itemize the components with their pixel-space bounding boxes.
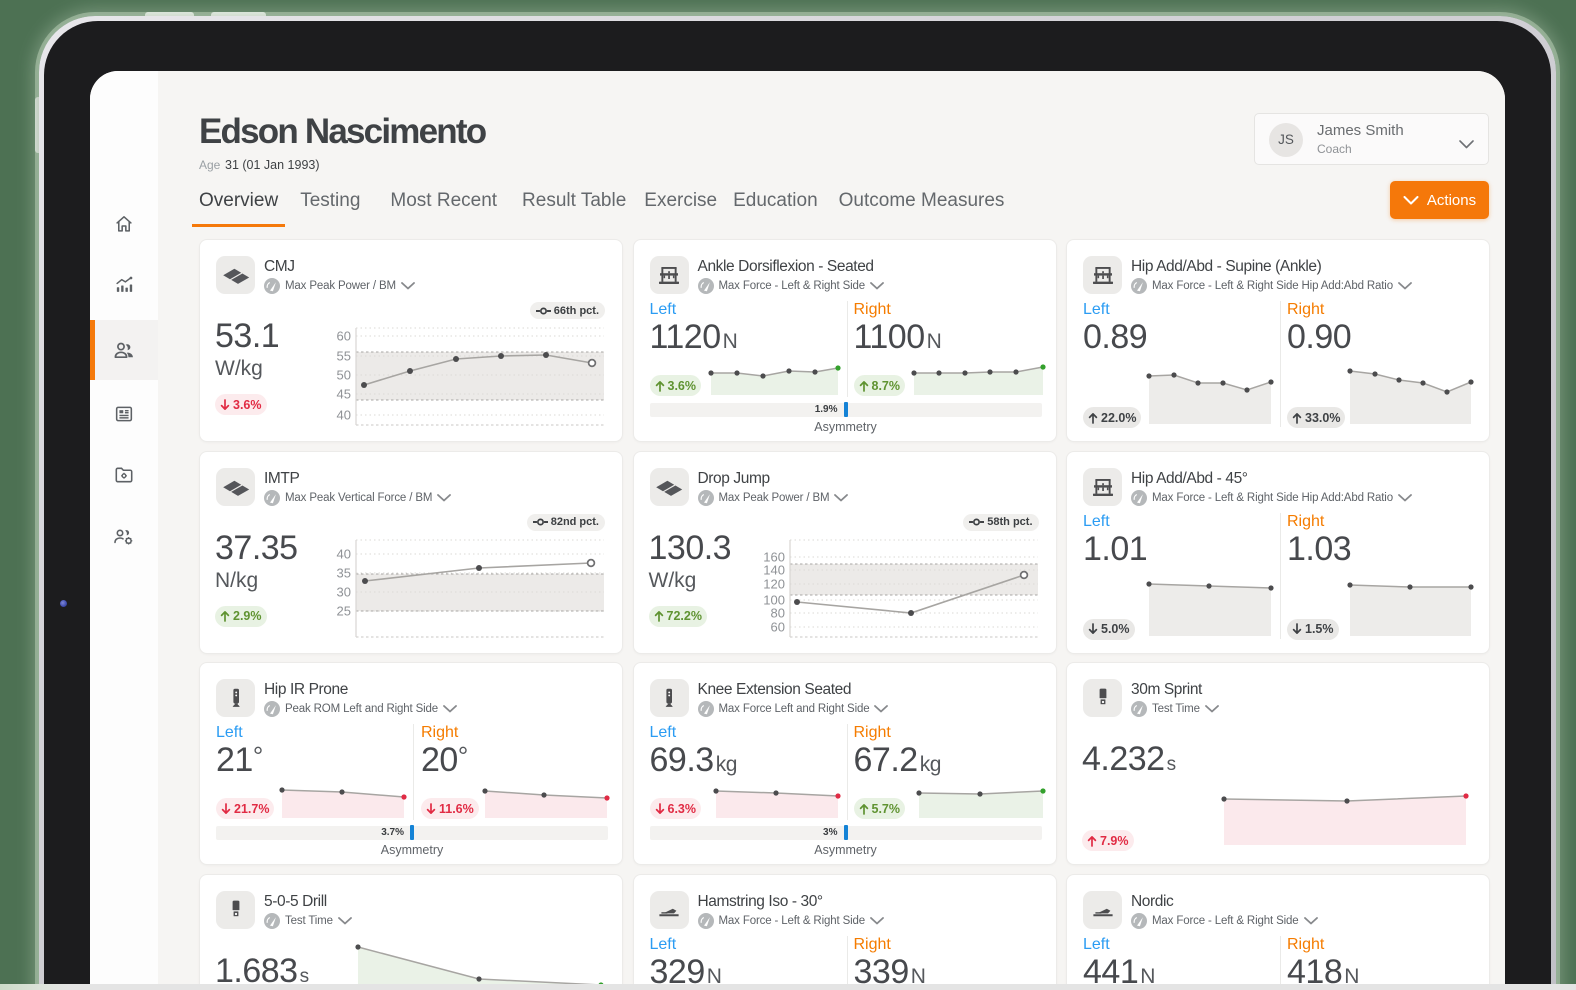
svg-text:160: 160 [763, 549, 785, 564]
svg-text:45: 45 [337, 387, 351, 402]
svg-text:140: 140 [763, 562, 785, 577]
svg-text:30: 30 [337, 584, 351, 599]
svg-text:120: 120 [763, 576, 785, 591]
svg-text:25: 25 [337, 603, 351, 618]
svg-text:80: 80 [770, 605, 784, 620]
svg-text:35: 35 [337, 565, 351, 580]
svg-text:55: 55 [337, 349, 351, 364]
svg-text:40: 40 [337, 546, 351, 561]
svg-text:100: 100 [763, 592, 785, 607]
svg-text:50: 50 [337, 368, 351, 383]
svg-text:60: 60 [337, 329, 351, 344]
svg-text:40: 40 [337, 408, 351, 423]
svg-text:60: 60 [770, 619, 784, 634]
